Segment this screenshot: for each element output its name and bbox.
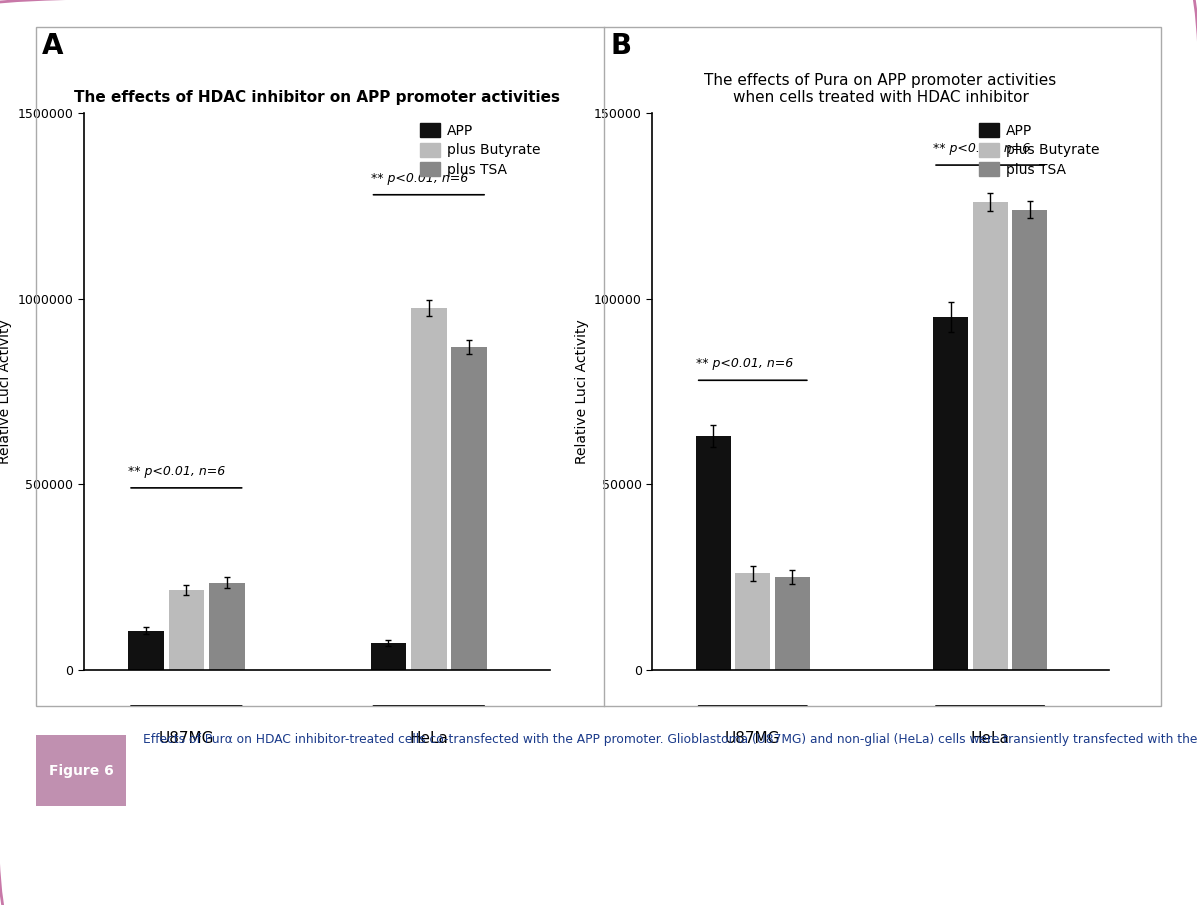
Bar	[36, 735, 126, 806]
Text: HeLa: HeLa	[971, 731, 1009, 746]
Text: HeLa: HeLa	[409, 731, 448, 746]
Bar	[934, 318, 968, 670]
Text: ** p<0.01, n=6: ** p<0.01, n=6	[695, 357, 794, 370]
Title: The effects of HDAC inhibitor on APP promoter activities: The effects of HDAC inhibitor on APP pro…	[74, 90, 560, 105]
Bar	[371, 643, 406, 670]
Legend: APP, plus Butyrate, plus TSA: APP, plus Butyrate, plus TSA	[977, 120, 1101, 180]
Bar	[695, 436, 730, 670]
Text: ** p<0.01, n=6: ** p<0.01, n=6	[128, 465, 225, 478]
Bar	[735, 573, 770, 670]
Bar	[451, 347, 487, 670]
Bar	[774, 577, 809, 670]
Bar	[1013, 210, 1047, 670]
Text: ** p<0.01, n=6: ** p<0.01, n=6	[371, 172, 468, 185]
Text: Effects of Purα on HDAC inhibitor-treated cells co-transfected with the APP prom: Effects of Purα on HDAC inhibitor-treate…	[142, 733, 1197, 746]
Text: Figure 6: Figure 6	[49, 764, 114, 777]
Text: U87MG: U87MG	[725, 731, 780, 746]
Bar	[209, 583, 244, 670]
Text: ** p<0.01, n=6: ** p<0.01, n=6	[934, 142, 1031, 155]
Title: The effects of Pura on APP promoter activities
when cells treated with HDAC inhi: The effects of Pura on APP promoter acti…	[705, 72, 1057, 105]
Bar	[973, 202, 1008, 670]
Bar	[128, 631, 164, 670]
Text: B: B	[610, 32, 632, 60]
Y-axis label: Relative Luci Activity: Relative Luci Activity	[0, 319, 12, 463]
Legend: APP, plus Butyrate, plus TSA: APP, plus Butyrate, plus TSA	[418, 120, 543, 180]
Bar	[169, 590, 205, 670]
Text: A: A	[42, 32, 63, 60]
Text: U87MG: U87MG	[159, 731, 214, 746]
Y-axis label: Relative Luci Activity: Relative Luci Activity	[575, 319, 589, 463]
Bar	[411, 308, 446, 670]
